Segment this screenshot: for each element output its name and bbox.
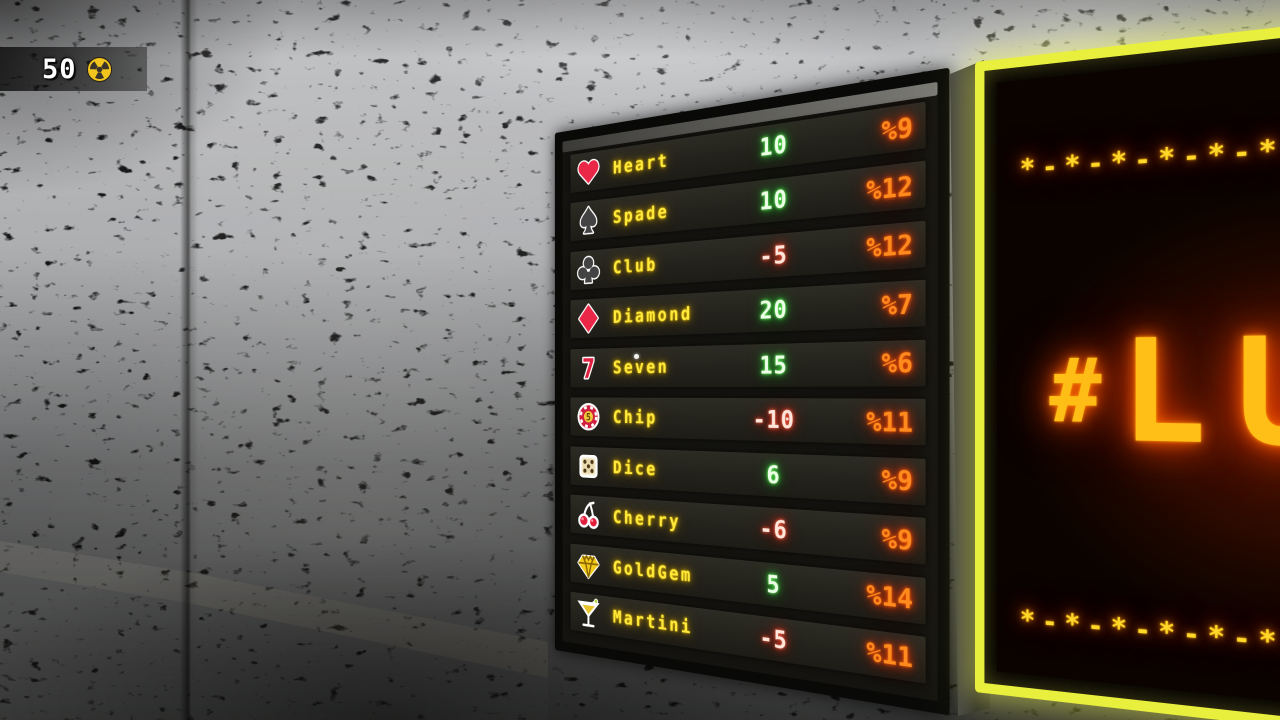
chip-icon: 5 [575,400,601,433]
svg-text:7: 7 [582,353,595,385]
symbol-percent: %11 [866,636,913,675]
hud-currency: 50 [0,47,147,91]
symbol-percent: %12 [866,228,913,265]
symbol-percent: %6 [881,347,913,380]
symbol-percent: %12 [866,169,913,207]
neon-marquee-bottom: *-*-*-*-*-*-*-*-* [1019,604,1280,676]
paytable-row: 5 Chip -10 %11 [570,397,926,446]
symbol-name: GoldGem [612,556,693,587]
symbol-value: 10 [759,129,788,163]
paytable-panel: Heart 10 %9 Spade 10 %12 Club -5 %12 Diamond 20 %7 7… [554,67,950,716]
symbol-percent: %11 [866,405,913,439]
symbol-name: Diamond [612,303,693,328]
neon-sign-title: # LU [1049,304,1280,482]
symbol-percent: %14 [866,578,913,616]
symbol-name: Heart [612,149,670,179]
neon-sign-face: *-*-*-*-*-*-*-*-* # LU *-*-*-*-*-*-*-*-* [996,13,1280,720]
goldgem-icon [575,546,601,582]
symbol-value: -6 [759,514,788,546]
neon-title-text: LU [1120,304,1280,482]
neon-marquee-top: *-*-*-*-*-*-*-*-* [1019,120,1280,185]
symbol-name: Chip [612,407,658,429]
symbol-value: 10 [759,184,788,217]
symbol-value: 15 [759,350,788,380]
wall-corner-seam [180,0,198,720]
neon-title-hash: # [1049,339,1102,444]
paytable-row: Diamond 20 %7 [570,279,926,339]
symbol-percent: %7 [881,287,913,322]
symbol-percent: %9 [881,110,913,147]
symbol-value: -5 [759,622,788,656]
seven-icon: 7 [575,351,601,384]
diamond-icon [575,302,601,336]
symbol-name: Spade [612,201,670,229]
symbol-value: 6 [766,460,781,490]
crosshair-dot [634,354,639,359]
symbol-value: -10 [752,405,795,435]
symbol-percent: %9 [881,463,913,498]
martini-icon [575,595,601,632]
radiation-icon [86,56,113,83]
symbol-value: 5 [766,569,781,600]
cherry-icon [575,498,601,533]
currency-amount: 50 [42,53,77,85]
symbol-name: Martini [612,606,693,639]
club-icon [575,252,601,287]
symbol-value: 20 [759,295,788,326]
paytable-row: 7 Seven 15 %6 [570,339,926,388]
heart-icon [575,153,601,190]
dice-icon [575,449,601,483]
symbol-value: -5 [759,239,788,271]
symbol-name: Dice [612,456,658,480]
symbol-name: Seven [612,356,670,378]
paytable-row: Dice 6 %9 [570,446,926,506]
paytable-rows: Heart 10 %9 Spade 10 %12 Club -5 %12 Diamond 20 %7 7… [570,101,926,684]
svg-text:5: 5 [586,412,591,423]
spade-icon [575,203,601,239]
symbol-name: Club [612,253,658,279]
symbol-percent: %9 [881,522,913,557]
symbol-name: Cherry [612,506,681,533]
neon-sign: *-*-*-*-*-*-*-*-* # LU *-*-*-*-*-*-*-*-* [975,0,1280,720]
